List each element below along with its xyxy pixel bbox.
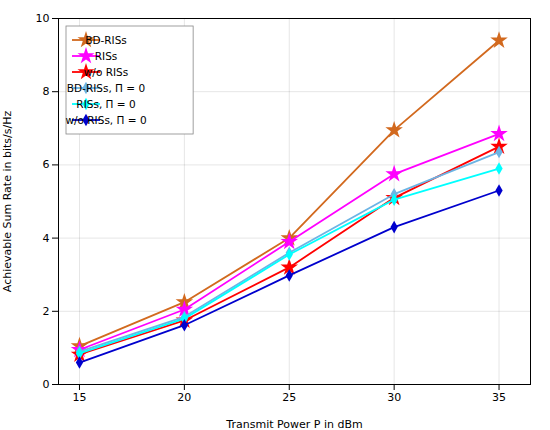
svg-text:RISs, Π = 0: RISs, Π = 0 xyxy=(76,98,135,110)
svg-text:w/o RISs, Π = 0: w/o RISs, Π = 0 xyxy=(65,114,146,126)
svg-text:RISs: RISs xyxy=(95,50,118,62)
svg-text:Achievable Sum Rate in bits/s/: Achievable Sum Rate in bits/s/Hz xyxy=(1,111,14,293)
svg-text:BD-RISs, Π = 0: BD-RISs, Π = 0 xyxy=(67,82,145,94)
svg-text:20: 20 xyxy=(177,391,191,404)
svg-text:Transmit Power P in dBm: Transmit Power P in dBm xyxy=(225,418,362,430)
svg-text:10: 10 xyxy=(36,12,50,25)
svg-text:2: 2 xyxy=(43,305,50,318)
svg-text:w/o RISs: w/o RISs xyxy=(84,66,128,78)
svg-text:15: 15 xyxy=(72,391,86,404)
svg-text:4: 4 xyxy=(43,232,50,245)
svg-text:25: 25 xyxy=(282,391,296,404)
svg-text:0: 0 xyxy=(43,378,50,391)
svg-text:6: 6 xyxy=(43,158,50,171)
svg-text:35: 35 xyxy=(492,391,506,404)
svg-text:BD-RISs: BD-RISs xyxy=(85,34,127,46)
svg-text:8: 8 xyxy=(43,85,50,98)
svg-text:30: 30 xyxy=(387,391,401,404)
